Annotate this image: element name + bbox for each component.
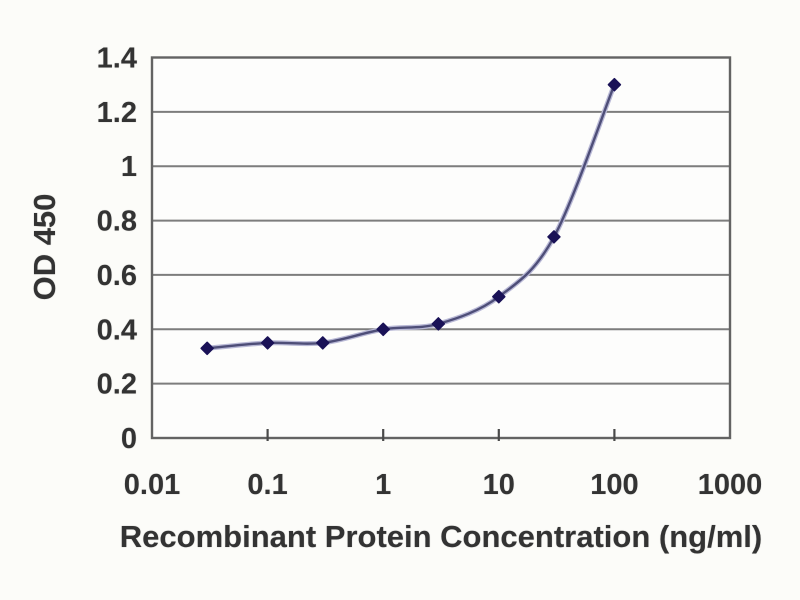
x-tick-label: 10 xyxy=(483,469,515,501)
y-tick-label: 1.2 xyxy=(97,97,137,129)
y-tick-label: 1.4 xyxy=(97,43,137,75)
y-tick-label: 1 xyxy=(121,151,137,183)
y-axis-title: OD 450 xyxy=(27,193,62,301)
x-tick-label: 0.1 xyxy=(247,469,287,501)
y-tick-label: 0.8 xyxy=(97,206,137,238)
data-point-marker xyxy=(200,341,214,356)
plot-border xyxy=(150,56,732,440)
x-tick-label: 100 xyxy=(590,469,638,501)
data-point-marker xyxy=(547,230,561,244)
data-point-marker xyxy=(316,336,330,350)
x-axis-title: Recombinant Protein Concentration (ng/ml… xyxy=(119,519,763,554)
data-point-marker xyxy=(607,77,622,92)
data-point-marker xyxy=(260,336,275,350)
data-point-marker xyxy=(492,289,506,304)
plot-area-background xyxy=(152,57,730,438)
x-tick-label: 1 xyxy=(375,469,391,501)
y-tick-label: 0.6 xyxy=(97,260,137,292)
x-tick-label: 0.01 xyxy=(124,469,180,501)
y-tick-label: 0.2 xyxy=(97,369,137,401)
data-point-marker xyxy=(431,317,446,331)
data-point-marker xyxy=(376,322,390,337)
x-tick-label: 1000 xyxy=(698,469,763,501)
y-tick-label: 0 xyxy=(121,423,137,455)
y-tick-label: 0.4 xyxy=(97,314,137,346)
